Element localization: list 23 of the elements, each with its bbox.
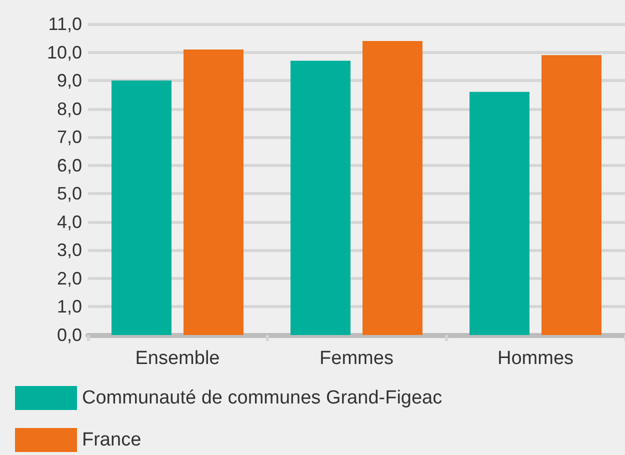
y-tick-label: 11,0 xyxy=(48,14,82,34)
x-tick-label: Hommes xyxy=(497,348,574,369)
legend-label: Communauté de communes Grand-Figeac xyxy=(82,388,442,408)
y-tick-label: 7,0 xyxy=(56,127,82,148)
y-tick-label: 4,0 xyxy=(56,212,82,232)
bar xyxy=(184,49,244,335)
y-tick-label: 3,0 xyxy=(56,240,82,260)
y-tick-label: 9,0 xyxy=(56,70,82,91)
legend-label: France xyxy=(82,430,142,450)
bar xyxy=(362,40,422,335)
y-tick-label: 8,0 xyxy=(56,98,82,119)
y-tick-label: 6,0 xyxy=(56,155,82,176)
y-tick-label: 0,0 xyxy=(56,325,82,345)
bar xyxy=(290,60,350,335)
bar xyxy=(470,92,530,335)
bar xyxy=(112,80,172,335)
x-tick-label: Femmes xyxy=(320,348,394,369)
y-tick-label: 10,0 xyxy=(46,42,82,62)
x-tick-label: Ensemble xyxy=(135,348,220,369)
y-tick-label: 1,0 xyxy=(56,296,82,317)
y-tick-label: 2,0 xyxy=(56,268,82,288)
bar xyxy=(542,55,602,335)
y-tick-label: 5,0 xyxy=(56,184,82,204)
